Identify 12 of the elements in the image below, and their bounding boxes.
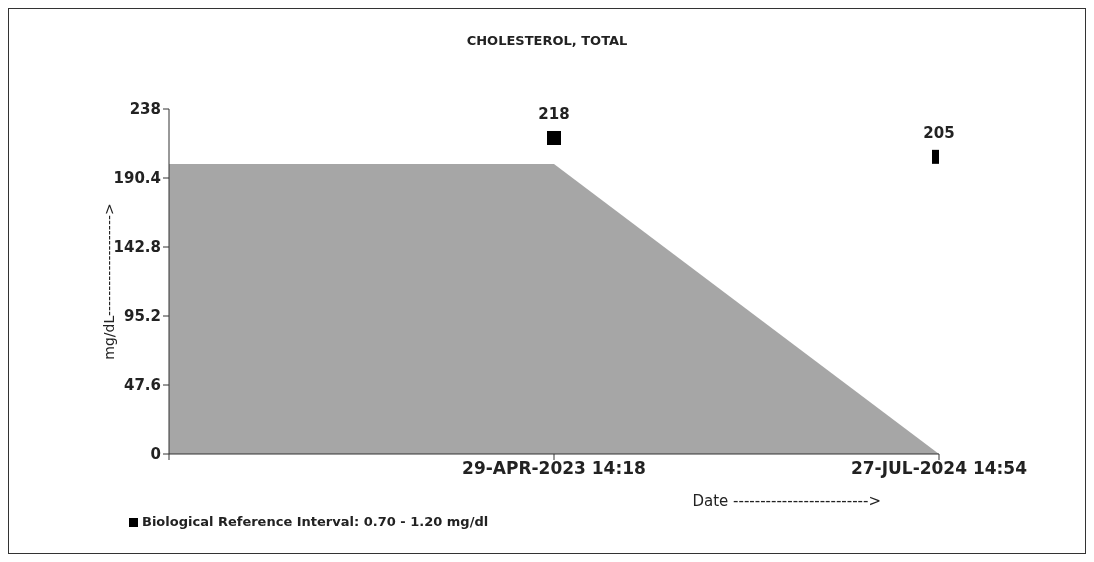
- x-axis-title: Date ------------------------->: [692, 492, 881, 510]
- chart-title: CHOLESTEROL, TOTAL: [465, 33, 629, 48]
- y-tick-label: 190.4: [113, 169, 161, 188]
- x-tick-label: 29-APR-2023 14:18: [462, 458, 646, 479]
- y-tick-label: 238: [129, 100, 161, 119]
- y-tick-label: 47.6: [123, 376, 161, 395]
- data-label: 205: [923, 124, 955, 143]
- data-label: 218: [538, 105, 570, 124]
- x-tick-label: 27-JUL-2024 14:54: [850, 458, 1028, 479]
- y-tick-label: 0: [150, 445, 161, 464]
- legend-label: Biological Reference Interval: 0.70 - 1.20 mg/dl: [142, 514, 489, 529]
- y-tick-label: 95.2: [123, 307, 161, 326]
